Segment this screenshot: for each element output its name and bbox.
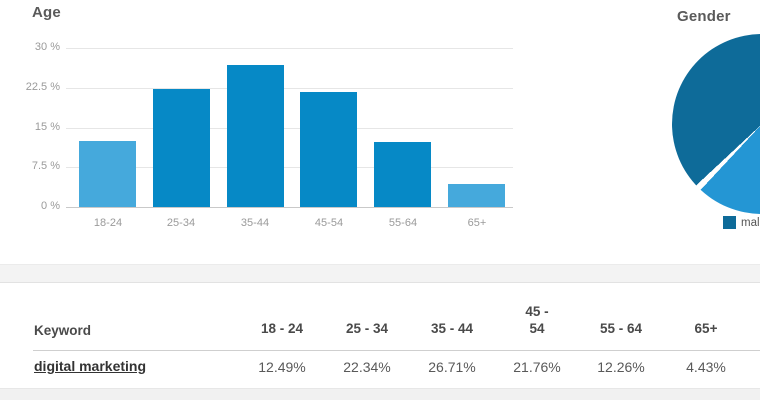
table-row: 12.49% 22.34% 26.71% 21.76% 12.26% 4.43% — [0, 359, 760, 379]
bottom-divider-band — [0, 388, 760, 400]
gridline-22-5pct — [66, 88, 513, 89]
age-bar-chart — [66, 48, 513, 208]
age-x-label: 35-44 — [240, 217, 270, 229]
age-x-axis: 18-24 25-34 35-44 45-54 55-64 65+ — [66, 217, 513, 233]
table-cell-value: 22.34% — [343, 359, 391, 375]
table-cell-value: 12.49% — [258, 359, 306, 375]
age-x-label: 55-64 — [388, 217, 418, 229]
age-y-tick: 0 % — [41, 200, 60, 212]
table-cell-value: 21.76% — [513, 359, 561, 375]
gender-pie-chart — [672, 34, 760, 214]
table-col-header: 35 - 44 — [430, 321, 474, 337]
gender-chart-title: Gender — [677, 8, 731, 25]
section-divider-band — [0, 264, 760, 283]
gridline-7-5pct — [66, 167, 513, 168]
age-bar-25-34 — [153, 89, 210, 207]
legend-swatch-male — [723, 216, 736, 229]
gridline-15pct — [66, 128, 513, 129]
gridline-30pct — [66, 48, 513, 49]
table-column-headers: 18 - 24 25 - 34 35 - 44 45 - 54 55 - 64 65+ — [0, 298, 760, 338]
age-bar-35-44 — [227, 65, 284, 207]
legend-label-male: male — [741, 216, 760, 229]
age-bar-45-54 — [300, 92, 357, 207]
age-y-tick: 30 % — [34, 41, 60, 53]
table-col-header: 25 - 34 — [345, 321, 389, 337]
age-y-tick: 22.5 % — [25, 81, 60, 93]
age-x-label: 25-34 — [166, 217, 196, 229]
table-header-rule — [33, 350, 760, 351]
table-col-header: 55 - 64 — [599, 321, 643, 337]
table-cell-value: 4.43% — [686, 359, 726, 375]
gender-legend: male — [723, 216, 760, 229]
table-header-keyword: Keyword — [34, 323, 92, 338]
table-cell-value: 26.71% — [428, 359, 476, 375]
age-x-label: 45-54 — [314, 217, 344, 229]
table-cell-value: 12.26% — [597, 359, 645, 375]
age-y-axis: 30 % 22.5 % 15 % 7.5 % 0 % — [0, 41, 60, 212]
keyword-link-digital-marketing[interactable]: digital marketing — [34, 358, 147, 374]
age-y-tick: 7.5 % — [31, 160, 60, 172]
age-x-label: 65+ — [467, 217, 487, 229]
age-y-tick: 15 % — [34, 121, 60, 133]
age-chart-title: Age — [32, 4, 61, 21]
age-bar-55-64 — [374, 142, 431, 207]
table-col-header: 18 - 24 — [260, 321, 304, 337]
table-col-header: 65+ — [694, 321, 718, 337]
age-bar-65+ — [448, 184, 505, 207]
age-bar-18-24 — [79, 141, 136, 207]
age-x-label: 18-24 — [93, 217, 123, 229]
table-col-header: 45 - 54 — [525, 304, 549, 337]
